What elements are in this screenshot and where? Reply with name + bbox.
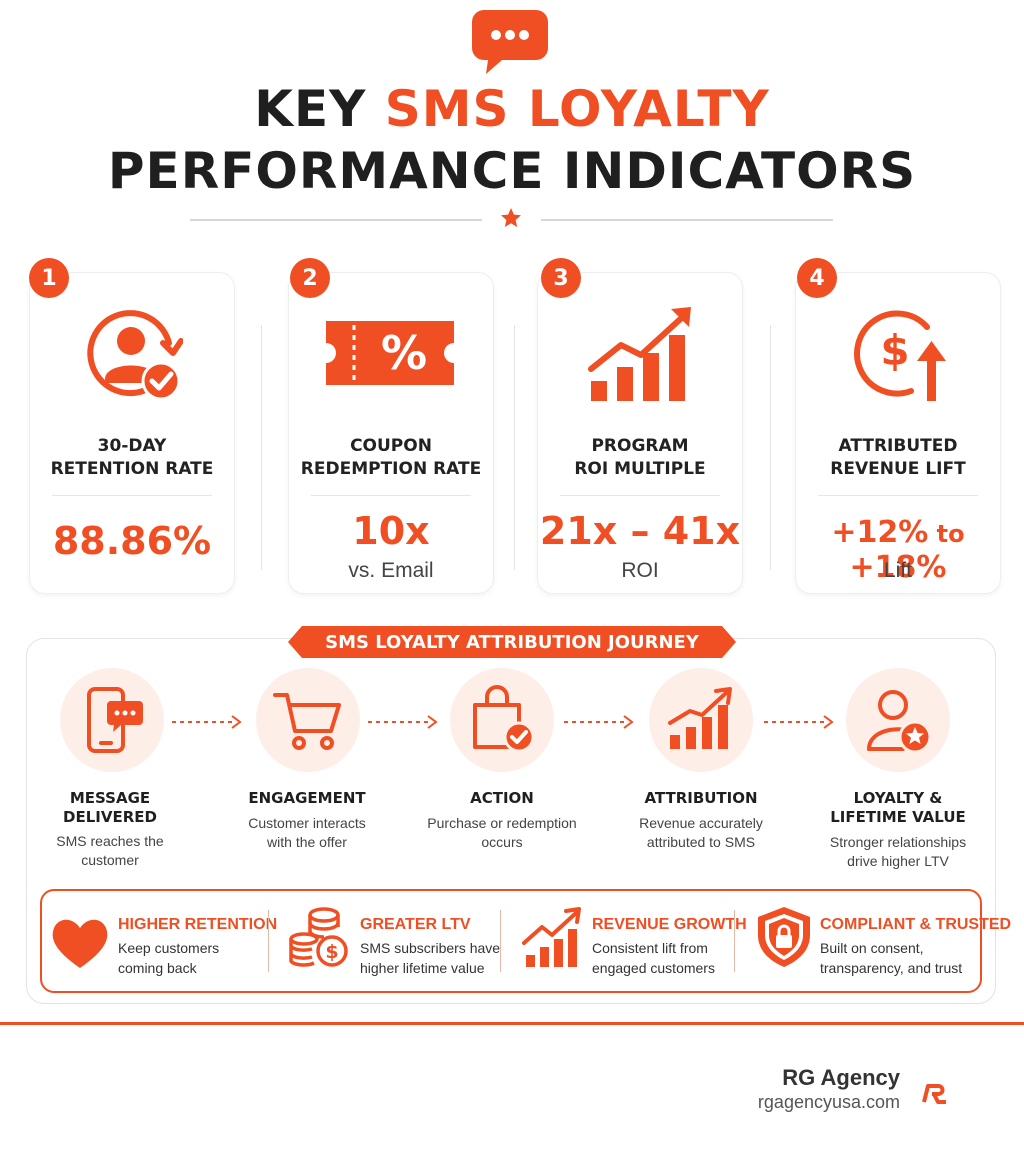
benefit-title: HIGHER RETENTION [118, 916, 278, 933]
kpi-subtext: Lift [883, 559, 912, 582]
dotted-arrow-icon [564, 715, 634, 729]
user-retention-icon [87, 310, 183, 401]
kpi-label: COUPON REDEMPTION RATE [300, 436, 482, 479]
kpi-separator [261, 325, 262, 570]
kpi-number-badge: 2 [290, 258, 330, 298]
journey-banner: SMS LOYALTY ATTRIBUTION JOURNEY [288, 626, 736, 658]
kpi-number-badge: 3 [541, 258, 581, 298]
chat-bubble-icon [472, 10, 548, 74]
benefit-title: COMPLIANT & TRUSTED [820, 916, 1012, 933]
journey-step-circle [60, 668, 164, 772]
kpi-separator [770, 325, 771, 570]
journey-step-title: ACTION [470, 789, 534, 807]
journey-step-title: ENGAGEMENT [248, 789, 366, 807]
shield-lock-icon [758, 907, 810, 967]
journey-step-title: LOYALTY & LIFETIME VALUE [830, 789, 966, 826]
journey-step-desc: Purchase or redemption occurs [427, 815, 577, 850]
svg-text:%: % [381, 326, 427, 380]
kpi-separator [514, 325, 515, 570]
divider-left [190, 219, 482, 221]
kpi-card-revenue-lift: $ ATTRIBUTED REVENUE LIFT +12% to +18% Li… [795, 272, 1001, 594]
title-part1: KEY [254, 80, 385, 138]
kpi-card-coupon: % COUPON REDEMPTION RATE 10x vs. Email [288, 272, 494, 594]
dollar-up-icon: $ [854, 310, 946, 401]
benefit-separator [268, 910, 269, 972]
kpi-card-roi: PROGRAM ROI MULTIPLE 21x – 41x ROI [537, 272, 743, 594]
kpi-rule [52, 495, 212, 496]
divider-right [541, 219, 833, 221]
benefit-separator [734, 910, 735, 972]
dotted-arrow-icon [172, 715, 242, 729]
kpi-subtext: vs. Email [348, 559, 434, 582]
benefit-separator [500, 910, 501, 972]
benefits-panel [40, 889, 982, 993]
coins-icon: $ [289, 907, 348, 967]
dotted-arrow-icon [764, 715, 834, 729]
journey-step-desc: Customer interacts with the offer [248, 815, 366, 850]
bar-chart-icon [668, 687, 732, 749]
phone-message-icon [87, 687, 143, 753]
growth-chart-icon [588, 307, 691, 401]
coupon-percent-icon: % [326, 321, 454, 385]
benefit-desc: Built on consent, transparency, and trust [820, 940, 963, 976]
user-star-icon [867, 690, 932, 754]
kpi-value: 10x [352, 509, 430, 553]
footer-url[interactable]: rgagencyusa.com [757, 1092, 900, 1112]
journey-step-circle [450, 668, 554, 772]
kpi-value: 88.86% [52, 519, 212, 563]
footer-brand: RG Agency [782, 1065, 900, 1090]
benefit-desc: SMS subscribers have higher lifetime valu… [360, 940, 501, 976]
title-accent: SMS LOYALTY [384, 80, 770, 138]
dotted-arrow-icon [368, 715, 438, 729]
kpi-rule [818, 495, 978, 496]
journey-step-circle [846, 668, 950, 772]
kpi-label: 30-DAY RETENTION RATE [50, 436, 214, 479]
journey-step-title: ATTRIBUTION [644, 789, 758, 807]
kpi-rule [560, 495, 720, 496]
benefit-title: REVENUE GROWTH [592, 916, 747, 933]
kpi-number-badge: 1 [29, 258, 69, 298]
kpi-subtext: ROI [621, 559, 659, 582]
kpi-label: PROGRAM ROI MULTIPLE [574, 436, 706, 479]
kpi-rule [311, 495, 471, 496]
journey-step-desc: Stronger relationships drive higher LTV [829, 834, 967, 869]
journey-step-circle [256, 668, 360, 772]
kpi-value: +12% to +18% [831, 515, 965, 585]
journey-step-circle [649, 668, 753, 772]
footer-divider [0, 1022, 1024, 1025]
benefit-desc: Keep customers coming back [118, 940, 220, 976]
heart-icon [52, 919, 108, 968]
journey-step-title: MESSAGE DELIVERED [63, 789, 157, 826]
journey-step-desc: SMS reaches the customer [56, 833, 164, 868]
kpi-label: ATTRIBUTED REVENUE LIFT [830, 436, 966, 479]
benefit-desc: Consistent lift from engaged customers [592, 940, 715, 976]
shopping-bag-check-icon [473, 685, 535, 753]
kpi-number-badge: 4 [797, 258, 837, 298]
rg-logo-icon [922, 1084, 946, 1104]
revenue-growth-icon [522, 907, 581, 967]
kpi-card-retention: 30-DAY RETENTION RATE 88.86% [29, 272, 235, 594]
star-icon [501, 208, 521, 227]
journey-step-desc: Revenue accurately attributed to SMS [639, 815, 763, 850]
benefit-title: GREATER LTV [360, 916, 471, 933]
page-title-line1: KEY SMS LOYALTY [0, 80, 1024, 138]
page-title-line2: PERFORMANCE INDICATORS [107, 142, 917, 200]
kpi-value: 21x – 41x [539, 509, 741, 553]
svg-text:$: $ [325, 941, 338, 963]
shopping-cart-icon [273, 693, 341, 750]
svg-text:$: $ [880, 326, 909, 375]
